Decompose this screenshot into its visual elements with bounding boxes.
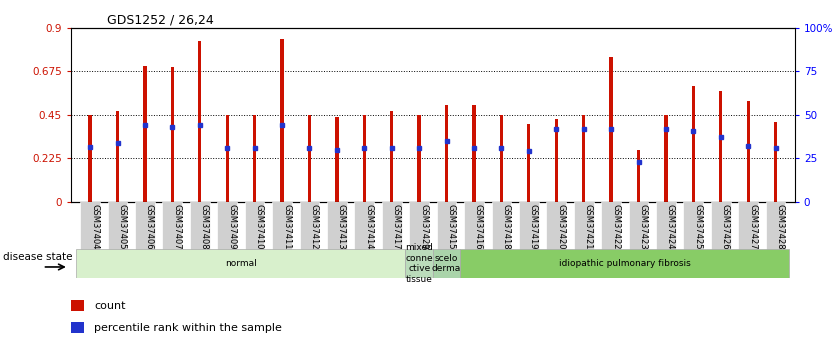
Text: GSM37411: GSM37411 [282, 204, 291, 250]
Text: normal: normal [225, 259, 257, 268]
FancyBboxPatch shape [684, 202, 703, 250]
Text: GSM37423: GSM37423 [639, 204, 647, 250]
FancyBboxPatch shape [218, 202, 237, 250]
Bar [225, 115, 229, 202]
FancyBboxPatch shape [327, 202, 347, 250]
Text: GSM37408: GSM37408 [200, 204, 208, 250]
Bar [308, 115, 311, 202]
Bar [71, 322, 84, 333]
Bar [691, 86, 695, 202]
Text: GSM37425: GSM37425 [693, 204, 702, 250]
Bar [774, 122, 777, 202]
FancyBboxPatch shape [80, 202, 100, 250]
FancyBboxPatch shape [601, 202, 621, 250]
Text: GSM37428: GSM37428 [776, 204, 785, 250]
FancyBboxPatch shape [546, 202, 566, 250]
Bar [335, 117, 339, 202]
Text: GSM37414: GSM37414 [364, 204, 374, 250]
FancyBboxPatch shape [244, 202, 264, 250]
Bar [433, 249, 460, 278]
FancyBboxPatch shape [574, 202, 594, 250]
FancyBboxPatch shape [409, 202, 429, 250]
FancyBboxPatch shape [354, 202, 374, 250]
Text: GSM37424: GSM37424 [666, 204, 675, 250]
Bar [71, 300, 84, 311]
Bar [746, 101, 750, 202]
Text: count: count [94, 301, 126, 311]
Bar [418, 115, 421, 202]
Text: GSM37426: GSM37426 [721, 204, 730, 250]
Bar [582, 115, 585, 202]
Text: GSM37429: GSM37429 [420, 204, 428, 250]
FancyBboxPatch shape [491, 202, 511, 250]
Bar [143, 66, 147, 202]
FancyBboxPatch shape [190, 202, 209, 250]
Text: scelo
derma: scelo derma [432, 254, 461, 273]
Bar [555, 119, 558, 202]
Bar [527, 125, 530, 202]
Bar [460, 249, 789, 278]
FancyBboxPatch shape [299, 202, 319, 250]
FancyBboxPatch shape [738, 202, 758, 250]
Bar [472, 105, 475, 202]
Text: GSM37417: GSM37417 [392, 204, 400, 250]
Bar [116, 111, 119, 202]
Bar [77, 249, 405, 278]
FancyBboxPatch shape [519, 202, 539, 250]
Text: disease state: disease state [3, 252, 73, 262]
FancyBboxPatch shape [464, 202, 484, 250]
Text: GSM37404: GSM37404 [90, 204, 99, 250]
Text: GSM37422: GSM37422 [611, 204, 620, 250]
Bar [390, 111, 394, 202]
Bar [280, 39, 284, 202]
FancyBboxPatch shape [437, 202, 456, 250]
FancyBboxPatch shape [163, 202, 182, 250]
Text: GSM37415: GSM37415 [446, 204, 455, 250]
Text: GSM37416: GSM37416 [474, 204, 483, 250]
Text: GSM37418: GSM37418 [501, 204, 510, 250]
Text: GSM37405: GSM37405 [118, 204, 127, 250]
Bar [445, 105, 448, 202]
Text: GSM37410: GSM37410 [254, 204, 264, 250]
Text: GSM37406: GSM37406 [145, 204, 154, 250]
Bar [637, 150, 641, 202]
FancyBboxPatch shape [272, 202, 292, 250]
Text: GSM37420: GSM37420 [556, 204, 565, 250]
FancyBboxPatch shape [382, 202, 402, 250]
Text: GSM37421: GSM37421 [584, 204, 593, 250]
FancyBboxPatch shape [108, 202, 128, 250]
Bar [405, 249, 433, 278]
Text: GDS1252 / 26,24: GDS1252 / 26,24 [107, 13, 214, 27]
Text: idiopathic pulmonary fibrosis: idiopathic pulmonary fibrosis [559, 259, 691, 268]
Bar [500, 115, 503, 202]
Bar [664, 115, 667, 202]
Text: GSM37409: GSM37409 [227, 204, 236, 250]
FancyBboxPatch shape [629, 202, 648, 250]
FancyBboxPatch shape [766, 202, 786, 250]
Text: GSM37427: GSM37427 [748, 204, 757, 250]
FancyBboxPatch shape [711, 202, 731, 250]
Bar [198, 41, 202, 202]
Bar [363, 115, 366, 202]
Text: mixed
conne
ctive
tissue: mixed conne ctive tissue [405, 244, 433, 284]
Bar [719, 91, 722, 202]
Bar [171, 67, 174, 202]
FancyBboxPatch shape [656, 202, 676, 250]
Bar [610, 57, 613, 202]
Text: GSM37419: GSM37419 [529, 204, 538, 250]
Text: GSM37413: GSM37413 [337, 204, 346, 250]
FancyBboxPatch shape [135, 202, 155, 250]
Bar [88, 115, 92, 202]
Text: percentile rank within the sample: percentile rank within the sample [94, 323, 282, 333]
Bar [253, 115, 256, 202]
Text: GSM37412: GSM37412 [309, 204, 319, 250]
Text: GSM37407: GSM37407 [173, 204, 181, 250]
